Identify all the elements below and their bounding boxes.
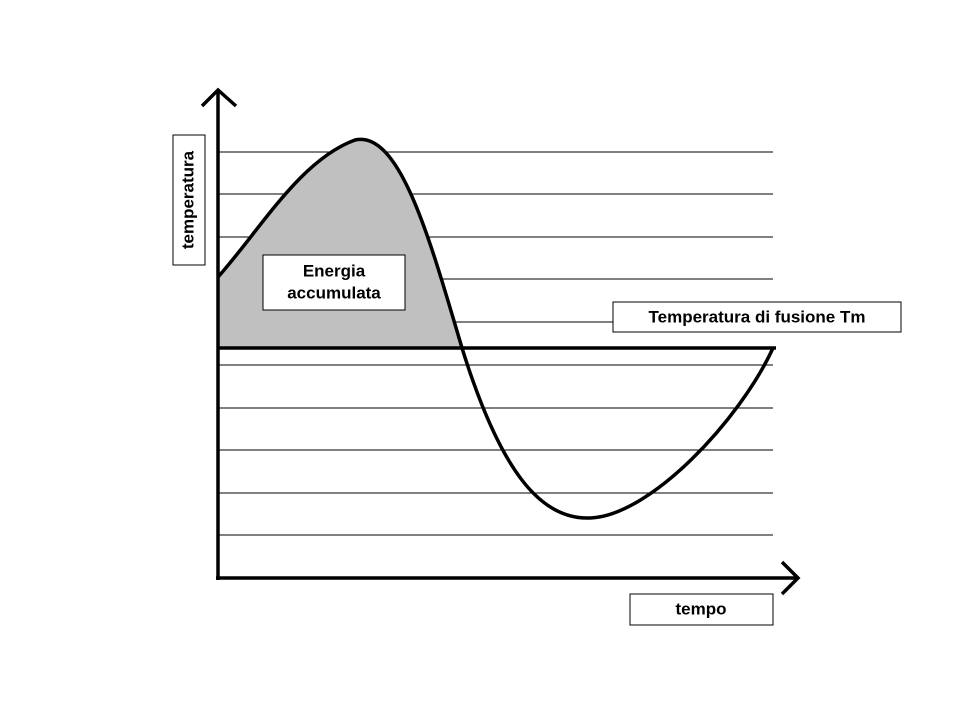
x-axis-label: tempo	[676, 599, 727, 618]
area-label-line: accumulata	[287, 283, 381, 302]
x-arrow	[780, 560, 801, 596]
line-label-box	[612, 301, 902, 333]
y-label-box	[172, 134, 206, 266]
axes	[200, 87, 801, 596]
area-label-line: Energia	[303, 261, 366, 280]
y-axis-label: temperatura	[178, 150, 197, 249]
x-label-box	[629, 593, 774, 626]
area-label-box	[262, 254, 406, 311]
line-label: Temperatura di fusione Tm	[649, 307, 866, 326]
y-arrow	[200, 87, 238, 108]
temperature-curve	[216, 137, 775, 520]
